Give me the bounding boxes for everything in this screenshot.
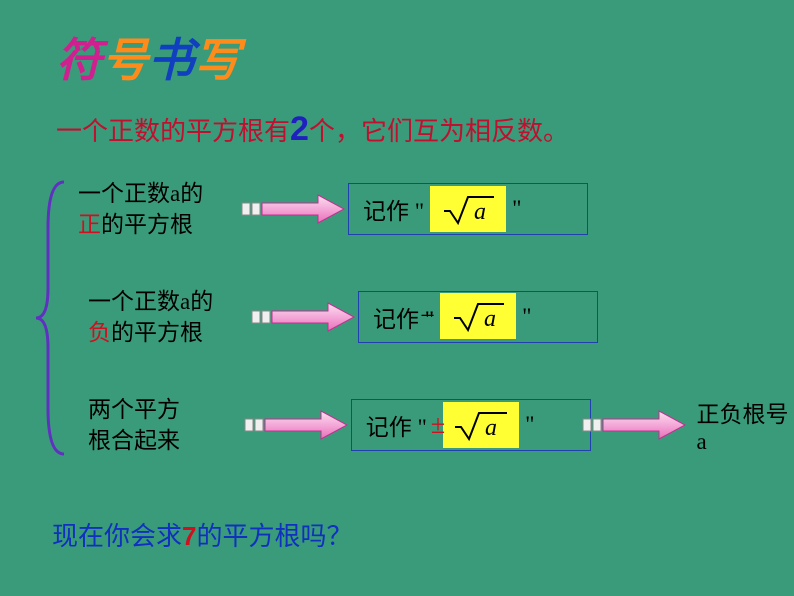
title-char-4: 写 (194, 35, 240, 86)
notation-box-negative: 记作 " − a " (358, 291, 598, 343)
subtitle: 一个正数的平方根有2个，它们互为相反数。 (56, 110, 569, 149)
plus-minus-sign: ± (431, 410, 445, 440)
arrow-icon (248, 297, 358, 337)
svg-text:a: a (474, 199, 486, 225)
title-char-1: 符 (56, 35, 102, 86)
definition-row-both: 两个平方 根合起来 记作 " ± a " 正负根号a (88, 394, 794, 456)
subtitle-pre: 一个正数的平方根有 (56, 117, 290, 146)
definition-row-negative: 一个正数a的 负的平方根 记作 " − a " (88, 286, 598, 348)
subtitle-post: 个，它们互为相反数。 (309, 117, 569, 146)
svg-text:a: a (485, 415, 497, 441)
radical-icon: a (448, 296, 508, 336)
radical-icon: a (438, 189, 498, 229)
row-label: 两个平方 根合起来 (88, 394, 241, 456)
highlight-radical: a (443, 402, 519, 448)
notation-box-both: 记作 " ± a " (351, 399, 591, 451)
highlight-radical: a (430, 186, 506, 232)
notation-box-positive: 记作 " a " (348, 183, 588, 235)
definition-row-positive: 一个正数a的 正的平方根 记作 " a " (78, 178, 588, 240)
highlight-radical: a (440, 293, 516, 339)
svg-text:a: a (484, 306, 496, 332)
slide-title: 符号书写 (56, 24, 240, 90)
arrow-icon (585, 405, 633, 445)
right-label: 正负根号a (696, 395, 794, 455)
minus-sign: − (420, 301, 435, 331)
arrow-icon (241, 405, 351, 445)
title-char-2: 号 (102, 35, 148, 86)
row-label: 一个正数a的 正的平方根 (78, 178, 238, 240)
row-label: 一个正数a的 负的平方根 (88, 286, 248, 348)
title-char-3: 书 (148, 35, 194, 86)
arrow-icon (238, 189, 348, 229)
brace-icon (32, 178, 72, 458)
question-text: 现在你会求7的平方根吗？ (52, 516, 353, 553)
radical-icon: a (447, 405, 515, 445)
subtitle-number: 2 (290, 110, 309, 148)
